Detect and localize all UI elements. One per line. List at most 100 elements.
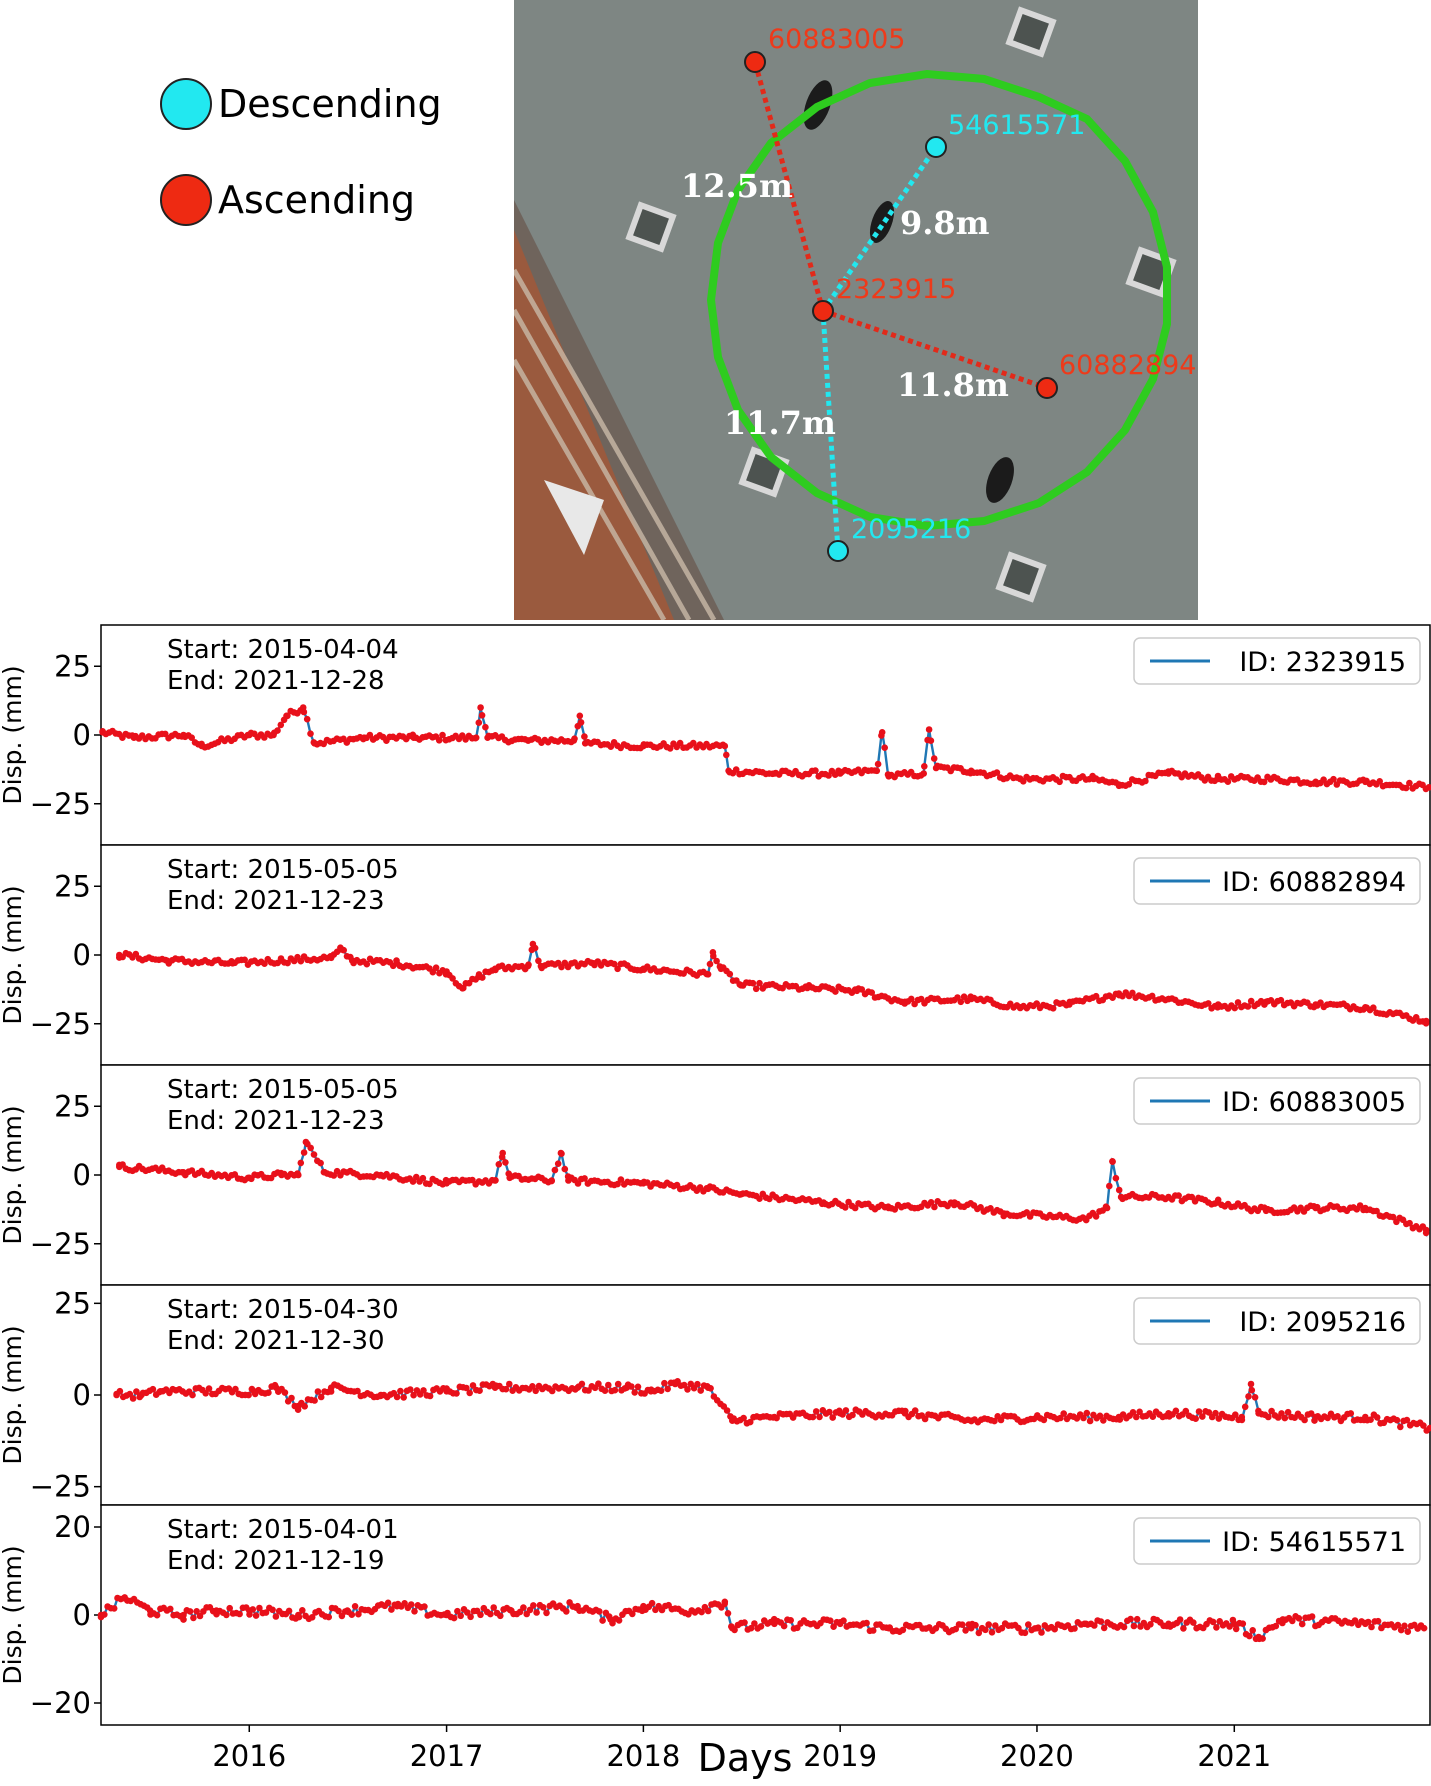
data-point [849, 1411, 856, 1419]
data-point [952, 1625, 959, 1633]
data-point [1402, 784, 1410, 792]
data-point [1209, 1618, 1217, 1626]
data-point [196, 1612, 204, 1620]
data-point [1205, 1000, 1212, 1007]
x-tick-label: 2017 [410, 1739, 484, 1773]
data-point [153, 1611, 161, 1619]
data-point [303, 715, 311, 723]
data-point [1422, 1017, 1430, 1025]
data-point [1133, 1615, 1141, 1623]
data-point [1334, 1413, 1341, 1420]
x-tick-label: 2020 [1000, 1739, 1074, 1773]
data-point [809, 1413, 817, 1421]
data-point [1231, 1620, 1238, 1628]
data-point [571, 735, 578, 742]
legend-item-ascending: Ascending [160, 172, 415, 228]
data-point [988, 1629, 996, 1636]
point-label-60882894: 60882894 [1059, 350, 1196, 381]
legend-box [1133, 1517, 1421, 1565]
data-point [530, 1602, 537, 1609]
data-point [1021, 1629, 1029, 1637]
data-point [1232, 1411, 1239, 1418]
data-point [1129, 989, 1136, 997]
map-legend: Descending Ascending [160, 70, 480, 250]
data-point [1373, 1414, 1381, 1421]
data-point [874, 760, 882, 768]
data-point [490, 1604, 498, 1611]
data-point [285, 1607, 293, 1615]
data-point [1176, 1616, 1184, 1623]
data-point [1245, 1393, 1252, 1400]
data-point [1403, 1416, 1411, 1424]
data-point [531, 944, 539, 952]
data-point [1175, 1192, 1182, 1199]
buffer-circle [706, 69, 1171, 531]
data-point [335, 1607, 342, 1615]
legend-id-label: ID: 2095216 [1239, 1307, 1406, 1338]
legend-id-label: ID: 60883005 [1222, 1087, 1406, 1118]
y-axis-label: Disp. (mm) [0, 1545, 27, 1684]
data-point [300, 708, 308, 716]
data-point [1260, 778, 1268, 786]
data-point [710, 952, 717, 960]
distance-label-12-5: 12.5m [681, 167, 793, 205]
data-point [1277, 996, 1285, 1004]
data-point [1231, 1004, 1238, 1012]
data-point [1232, 1625, 1240, 1633]
x-tick-label: 2016 [212, 1739, 286, 1773]
data-point [921, 763, 928, 770]
data-point [752, 985, 760, 993]
data-point [993, 769, 1001, 776]
data-point [723, 751, 730, 759]
data-point [1364, 1618, 1372, 1626]
start-date-label: Start: 2015-04-30 [167, 1295, 399, 1325]
data-point [694, 1380, 701, 1388]
end-date-label: End: 2021-12-23 [167, 886, 385, 916]
data-point [1127, 1615, 1134, 1623]
data-point [502, 1385, 510, 1393]
data-point [205, 1385, 213, 1392]
x-tick-label: 2019 [803, 1739, 877, 1773]
data-point [554, 1160, 562, 1167]
data-point [348, 1611, 356, 1618]
data-point [551, 1166, 559, 1174]
data-point [400, 1394, 408, 1401]
data-point [310, 1151, 318, 1158]
data-point [1112, 1174, 1120, 1182]
data-point [272, 1613, 280, 1620]
legend-id-label: ID: 60882894 [1222, 867, 1406, 898]
y-tick-label: 0 [73, 1598, 91, 1632]
aerial-map: 60883005 54615571 2323915 60882894 20952… [514, 0, 1198, 620]
y-tick-label: 0 [73, 1158, 91, 1192]
data-point [495, 1161, 503, 1168]
data-point [502, 1159, 509, 1166]
data-point [1106, 1182, 1113, 1190]
data-point [499, 1149, 507, 1157]
data-point [756, 979, 763, 987]
data-point [129, 1395, 137, 1402]
data-point [1425, 784, 1431, 791]
data-point [1389, 1213, 1397, 1221]
data-point [957, 998, 965, 1006]
data-point [101, 1611, 108, 1618]
data-point [1249, 1627, 1256, 1634]
data-point [548, 1177, 555, 1184]
data-point [1298, 1620, 1306, 1628]
data-point [1373, 1207, 1380, 1215]
data-point [180, 1616, 187, 1623]
y-tick-label: 20 [54, 1510, 91, 1544]
data-point [1086, 1417, 1094, 1425]
data-point [307, 1144, 315, 1152]
data-point [477, 704, 484, 711]
data-point [902, 1407, 909, 1415]
data-point [340, 946, 348, 954]
data-point [1367, 1416, 1374, 1423]
data-point [581, 733, 588, 740]
data-point [1397, 1423, 1404, 1431]
distance-line-60882894 [822, 308, 1048, 391]
start-date-label: Start: 2015-04-04 [167, 635, 399, 665]
data-point [832, 988, 839, 995]
data-point [706, 960, 714, 968]
